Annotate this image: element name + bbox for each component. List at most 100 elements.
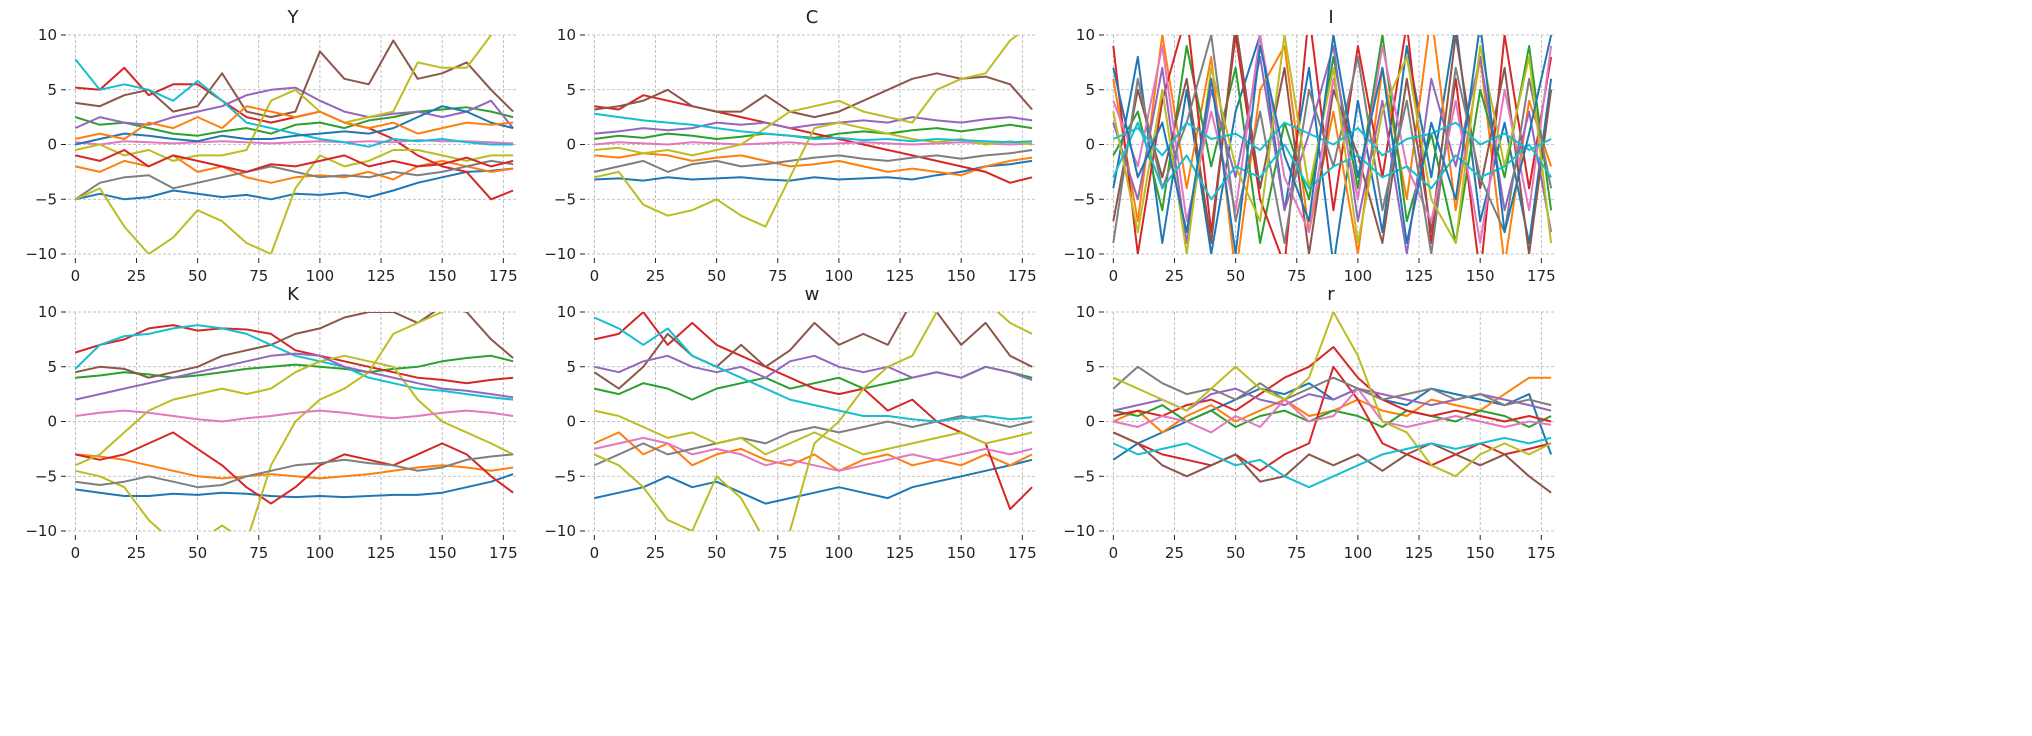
y-tick-label: 5 [47,81,57,99]
series-line [593,312,1033,390]
x-tick-label: 25 [127,544,146,562]
x-tick-label: 25 [646,267,665,285]
x-tick-label: 75 [1287,544,1306,562]
series-line [593,312,1033,531]
series-line [1112,35,1553,254]
x-tick-label: 125 [367,267,396,285]
x-tick-label: 25 [646,544,665,562]
series-line [1113,387,1552,434]
x-tick-label: 75 [249,544,268,562]
series-group [74,312,514,531]
x-tick-label: 25 [127,267,146,285]
series-line [1112,365,1552,407]
series-line [1112,35,1553,254]
y-tick-label: 5 [1085,358,1095,376]
y-tick-label: −10 [544,245,576,263]
x-tick-label: 50 [188,544,207,562]
x-tick-label: 175 [1008,544,1037,562]
series-line [75,154,514,184]
series-group [74,35,514,254]
subplot-title: K [287,284,300,305]
x-tick-label: 100 [1344,544,1373,562]
series-line [75,106,514,137]
series-line [594,436,1033,472]
x-tick-label: 0 [1109,267,1119,285]
series-line [1112,35,1553,254]
y-tick-label: −5 [1073,467,1095,485]
series-line [1113,346,1552,423]
x-tick-label: 125 [886,267,915,285]
series-group [1112,35,1553,254]
y-tick-label: 0 [1085,413,1095,431]
x-tick-label: 150 [1466,544,1495,562]
series-line [75,167,514,201]
x-tick-label: 175 [489,544,518,562]
series-line [75,324,514,385]
series-group [1112,312,1553,494]
x-tick-label: 100 [306,544,335,562]
y-tick-label: 10 [1076,26,1095,44]
series-line [594,112,1033,144]
subplot-title: r [1327,284,1335,305]
x-tick-label: 50 [707,544,726,562]
y-tick-label: 5 [47,358,57,376]
series-line [75,149,514,173]
series-line [594,121,1033,228]
series-line [1112,45,1553,254]
series-line [1112,431,1552,494]
y-tick-label: 10 [557,303,576,321]
x-tick-label: 0 [71,544,81,562]
series-line [594,149,1033,173]
x-tick-label: 175 [1527,267,1556,285]
y-tick-label: 0 [47,136,57,154]
y-tick-label: −10 [25,245,57,263]
subplot-title: I [1328,7,1333,28]
x-tick-label: 50 [707,267,726,285]
y-tick-label: 5 [1085,81,1095,99]
series-line [75,312,514,379]
y-tick-label: 0 [47,413,57,431]
x-tick-label: 150 [428,544,457,562]
x-tick-label: 75 [768,544,787,562]
y-tick-label: −10 [1063,522,1095,540]
series-line [593,415,1033,467]
y-tick-label: 5 [566,358,576,376]
y-tick-label: 0 [566,136,576,154]
y-tick-label: −5 [35,190,57,208]
series-line [594,365,1033,401]
series-group [593,312,1033,531]
series-line [1112,35,1553,254]
y-tick-label: −5 [35,467,57,485]
series-line [594,94,1033,184]
series-line [75,453,514,489]
series-line [1112,121,1552,201]
y-tick-label: 10 [38,303,57,321]
series-line [75,105,514,140]
y-tick-label: −5 [554,190,576,208]
series-line [594,116,1033,135]
subplot-title: Y [287,7,300,28]
series-line [594,409,1033,456]
series-line [75,453,514,480]
series-line [74,324,514,401]
x-tick-label: 175 [489,267,518,285]
x-tick-label: 25 [1165,267,1184,285]
x-tick-label: 50 [188,267,207,285]
series-line [594,152,1033,177]
series-group [594,35,1033,228]
series-line [74,86,514,130]
series-line [594,141,1033,146]
subplot-title: w [805,284,820,305]
y-tick-label: −5 [554,467,576,485]
y-tick-label: 0 [1085,136,1095,154]
x-tick-label: 0 [590,544,600,562]
x-tick-label: 150 [1466,267,1495,285]
series-line [1112,35,1553,254]
series-line [594,458,1033,505]
